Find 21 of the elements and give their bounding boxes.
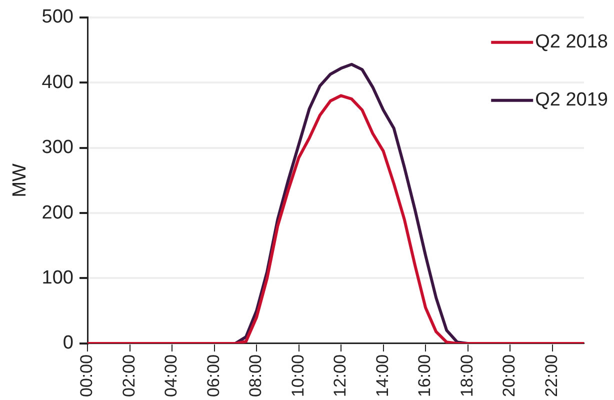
- x-tick-label: 22:00: [542, 354, 561, 398]
- legend-label: Q2 2019: [535, 90, 608, 111]
- legend-label: Q2 2018: [535, 32, 608, 53]
- x-tick-label: 18:00: [457, 354, 476, 398]
- x-tick-label: 14:00: [372, 354, 392, 398]
- x-tick-label: 02:00: [119, 354, 138, 398]
- x-tick-label: 20:00: [500, 354, 519, 398]
- x-tick-label: 08:00: [246, 354, 266, 398]
- y-axis-title: MW: [10, 163, 31, 198]
- y-tick-label: 200: [42, 202, 74, 224]
- y-tick-label: 0: [62, 332, 74, 354]
- x-tick-label: 16:00: [415, 354, 434, 398]
- y-tick-label: 100: [42, 267, 74, 288]
- x-tick-label: 06:00: [204, 354, 223, 398]
- x-tick-label: 00:00: [77, 354, 96, 398]
- y-tick-label: 300: [42, 137, 74, 158]
- x-tick-label: 12:00: [330, 354, 350, 398]
- y-tick-label: 500: [42, 6, 74, 28]
- x-tick-label: 10:00: [288, 354, 308, 398]
- x-tick-label: 04:00: [162, 354, 181, 398]
- y-tick-label: 400: [42, 72, 74, 93]
